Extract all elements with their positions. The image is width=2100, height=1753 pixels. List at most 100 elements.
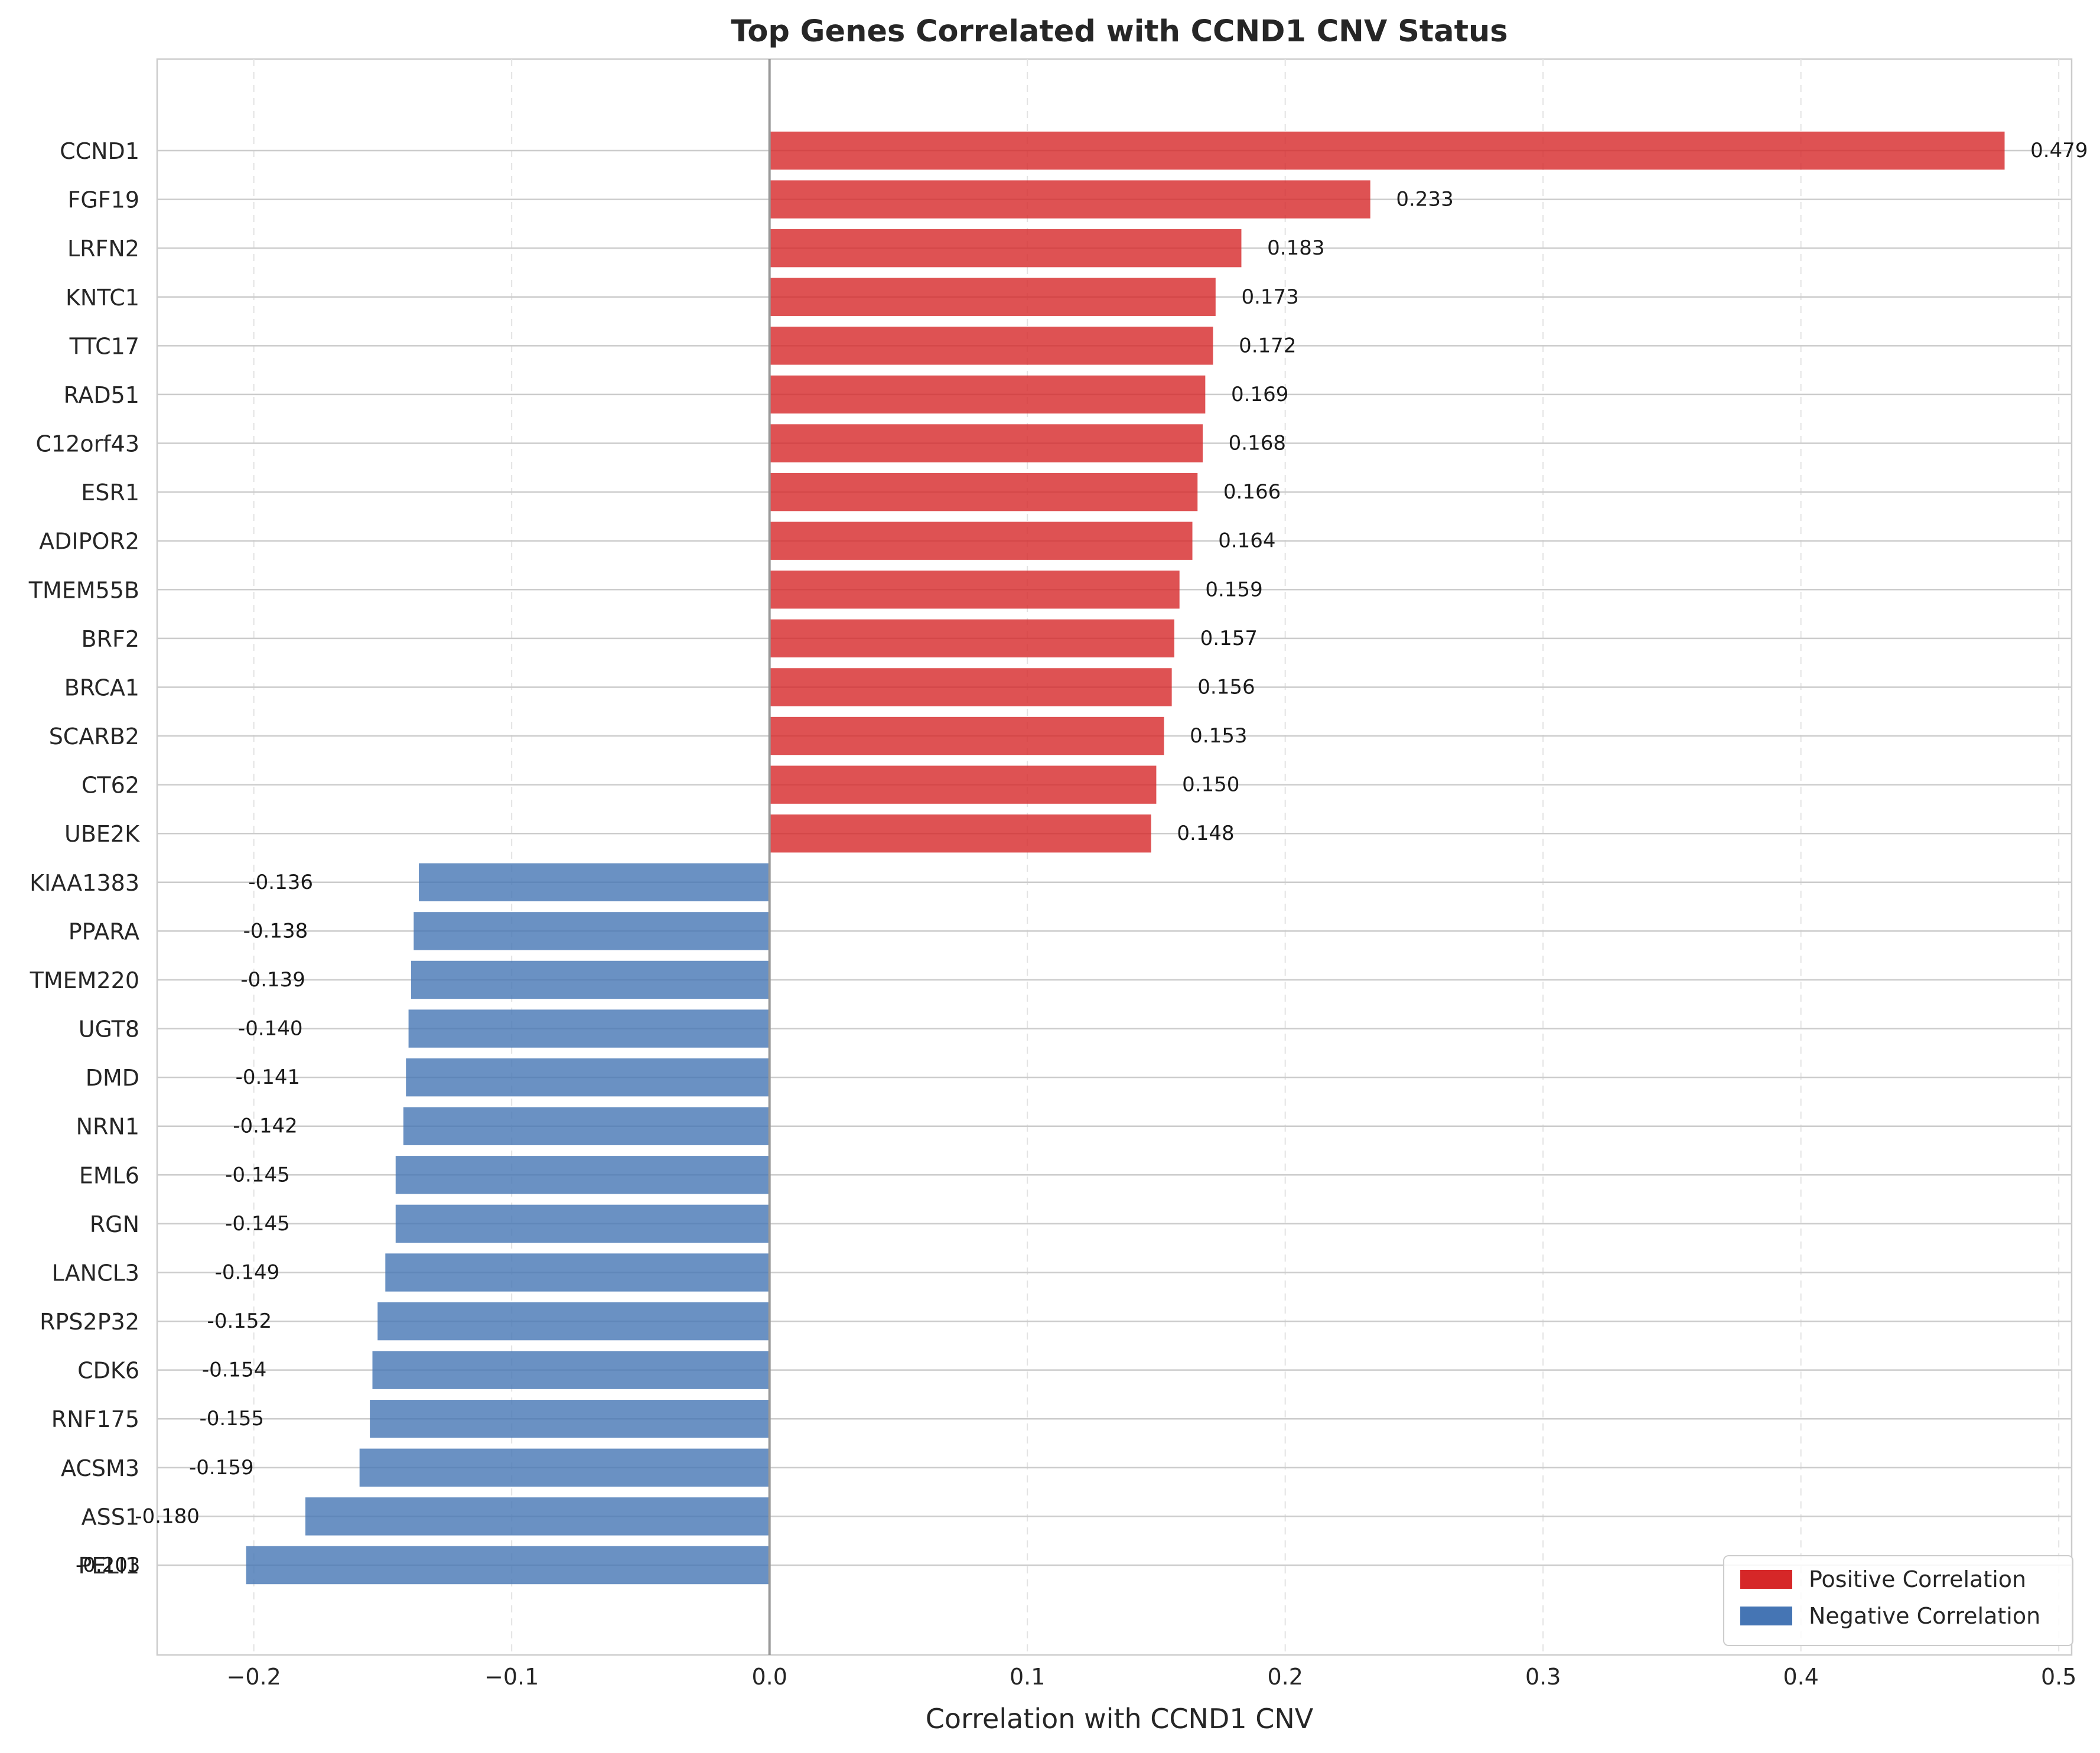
bar-tmem220	[411, 960, 770, 999]
legend-swatch	[1740, 1607, 1792, 1625]
bar-lrfn2	[769, 229, 1242, 268]
bar-ugt8	[408, 1009, 770, 1048]
bar-value-label: -0.155	[199, 1407, 264, 1431]
y-tick-label: RGN	[90, 1211, 139, 1237]
bar-kiaa1383	[419, 863, 770, 902]
legend-label: Positive Correlation	[1809, 1566, 2026, 1592]
bar-rps2p32	[377, 1302, 770, 1341]
y-tick-label: UBE2K	[64, 821, 140, 847]
bar-esr1	[769, 473, 1198, 511]
bar-ass1	[305, 1497, 770, 1536]
bar-rgn	[395, 1204, 770, 1243]
bar-ttc17	[769, 327, 1213, 365]
bar-value-label: -0.140	[238, 1017, 303, 1041]
y-tick-label: NRN1	[76, 1114, 139, 1140]
bar-value-label: 0.156	[1197, 675, 1255, 699]
y-tick-label: C12orf43	[36, 431, 140, 457]
bar-value-label: 0.150	[1182, 773, 1239, 797]
bar-lancl3	[385, 1253, 770, 1292]
bar-value-label: -0.139	[240, 968, 305, 992]
y-tick-label: KNTC1	[66, 285, 139, 311]
y-tick-label: CDK6	[77, 1358, 139, 1384]
legend: Positive Correlation Negative Correlation	[1723, 1555, 2073, 1646]
y-tick-label: BRCA1	[64, 675, 139, 700]
bar-acsm3	[359, 1448, 770, 1487]
bar-dmd	[406, 1058, 770, 1097]
bar-value-label: 0.479	[2030, 139, 2088, 162]
x-tick-label: 0.4	[1783, 1664, 1818, 1690]
y-tick-label: RPS2P32	[40, 1309, 139, 1335]
bar-value-label: -0.159	[189, 1456, 254, 1480]
y-tick-label: ASS1	[82, 1504, 139, 1530]
bar-value-label: 0.164	[1218, 529, 1275, 553]
x-tick-label: 0.2	[1267, 1664, 1303, 1690]
bar-value-label: -0.145	[225, 1212, 290, 1236]
y-tick-label: TMEM220	[30, 967, 139, 993]
y-tick-label: RAD51	[64, 382, 139, 408]
legend-swatch	[1740, 1570, 1792, 1589]
bar-rnf175	[370, 1400, 770, 1438]
bar-value-label: 0.172	[1239, 334, 1296, 357]
bar-cdk6	[372, 1351, 770, 1389]
bar-tmem55b	[769, 571, 1180, 609]
bar-value-label: -0.138	[243, 919, 308, 943]
y-tick-label: DMD	[86, 1065, 139, 1091]
bar-value-label: 0.166	[1223, 480, 1281, 504]
y-tick-label: CT62	[82, 773, 139, 799]
bar-eml6	[395, 1156, 770, 1194]
bar-scarb2	[769, 716, 1164, 755]
bar-value-label: 0.183	[1267, 236, 1324, 260]
y-tick-label: LRFN2	[67, 236, 139, 262]
bar-ube2k	[769, 814, 1151, 853]
y-tick-label: CCND1	[60, 138, 139, 164]
bar-value-label: -0.142	[233, 1115, 298, 1138]
y-tick-label: LANCL3	[52, 1260, 139, 1286]
bar-value-label: 0.148	[1177, 822, 1234, 845]
y-tick-label: SCARB2	[49, 724, 139, 750]
bar-kntc1	[769, 278, 1216, 316]
bar-ppara	[414, 912, 770, 950]
x-tick-label: 0.0	[751, 1664, 787, 1690]
bar-rad51	[769, 375, 1206, 414]
bar-nrn1	[403, 1107, 770, 1145]
y-tick-label: TMEM55B	[28, 577, 139, 603]
y-tick-label: ACSM3	[61, 1455, 139, 1481]
bar-fgf19	[769, 180, 1370, 219]
y-tick-label: RNF175	[51, 1406, 139, 1432]
bar-value-label: 0.173	[1241, 285, 1298, 309]
bar-value-label: 0.159	[1205, 578, 1262, 601]
plot-frame	[156, 58, 2073, 1656]
y-tick-label: UGT8	[79, 1016, 139, 1042]
x-tick-label: 0.5	[2041, 1664, 2076, 1690]
bar-ct62	[769, 765, 1157, 804]
x-tick-label: −0.1	[484, 1664, 539, 1690]
bar-brf2	[769, 619, 1174, 658]
bar-value-label: 0.168	[1229, 432, 1286, 455]
bar-adipor2	[769, 522, 1193, 560]
x-tick-label: 0.3	[1525, 1664, 1561, 1690]
bar-value-label: -0.180	[135, 1504, 200, 1528]
y-tick-label: KIAA1383	[30, 870, 139, 896]
bar-value-label: 0.169	[1231, 383, 1288, 406]
bar-value-label: -0.203	[76, 1553, 141, 1577]
legend-label: Negative Correlation	[1809, 1603, 2040, 1629]
bar-value-label: -0.141	[236, 1066, 301, 1089]
bar-value-label: -0.154	[202, 1358, 267, 1382]
legend-box	[1723, 1555, 2073, 1646]
y-tick-label: TTC17	[69, 333, 139, 359]
x-tick-label: 0.1	[1010, 1664, 1045, 1690]
bar-value-label: 0.233	[1396, 188, 1453, 211]
y-tick-label: ESR1	[81, 480, 139, 506]
bar-ccnd1	[769, 131, 2005, 170]
bar-value-label: -0.149	[215, 1260, 280, 1284]
bar-value-label: -0.136	[248, 871, 313, 894]
x-axis-label: Correlation with CCND1 CNV	[926, 1703, 1314, 1735]
y-tick-label: PELI1	[79, 1553, 139, 1579]
bar-value-label: 0.153	[1190, 724, 1247, 748]
y-tick-label: PPARA	[69, 918, 139, 944]
bar-layer	[246, 131, 2005, 1585]
bar-peli1	[246, 1546, 770, 1585]
y-tick-label: ADIPOR2	[39, 529, 139, 555]
x-tick-label: −0.2	[227, 1664, 281, 1690]
